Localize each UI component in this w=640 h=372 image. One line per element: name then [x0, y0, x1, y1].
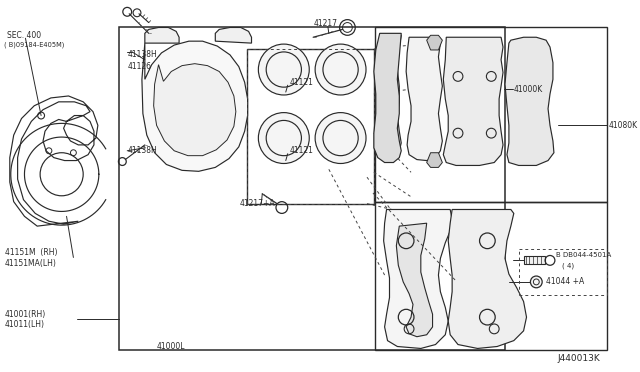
Polygon shape — [505, 37, 554, 166]
Text: 41126: 41126 — [127, 62, 151, 71]
Circle shape — [259, 44, 309, 95]
Bar — [120, 28, 505, 350]
Text: 41138H: 41138H — [127, 50, 157, 60]
Text: 41151M  (RH): 41151M (RH) — [5, 248, 58, 257]
Bar — [524, 256, 545, 264]
Polygon shape — [427, 35, 442, 50]
Circle shape — [315, 44, 366, 95]
Text: 41151MA(LH): 41151MA(LH) — [5, 259, 57, 268]
Circle shape — [531, 276, 542, 288]
Polygon shape — [142, 41, 248, 171]
Polygon shape — [444, 37, 503, 166]
Text: 41080K: 41080K — [609, 121, 638, 130]
Text: 41000K: 41000K — [514, 84, 543, 94]
Bar — [375, 28, 607, 202]
Text: 41000L: 41000L — [157, 342, 185, 351]
Text: 41217: 41217 — [313, 19, 337, 28]
Text: B DB044-4501A: B DB044-4501A — [556, 251, 611, 257]
Text: 41044 +A: 41044 +A — [546, 278, 584, 286]
Polygon shape — [383, 209, 452, 349]
Polygon shape — [374, 33, 401, 163]
Text: 41001(RH): 41001(RH) — [5, 310, 46, 319]
Text: 41217+A: 41217+A — [240, 199, 275, 208]
Bar — [246, 49, 374, 203]
Circle shape — [315, 113, 366, 163]
Text: J440013K: J440013K — [558, 354, 600, 363]
Polygon shape — [154, 64, 236, 155]
Polygon shape — [215, 28, 252, 43]
Polygon shape — [396, 223, 433, 337]
Bar — [375, 202, 607, 350]
Polygon shape — [380, 35, 401, 153]
Polygon shape — [145, 28, 179, 43]
Text: ( B)09184-E405M): ( B)09184-E405M) — [4, 42, 64, 48]
Circle shape — [259, 113, 309, 163]
Polygon shape — [448, 209, 527, 349]
Text: 41011(LH): 41011(LH) — [5, 320, 45, 330]
Text: SEC. 400: SEC. 400 — [7, 31, 41, 40]
Polygon shape — [427, 153, 442, 167]
Text: 41121: 41121 — [290, 146, 314, 155]
Text: 41121: 41121 — [290, 78, 314, 87]
Text: ( 4): ( 4) — [562, 262, 574, 269]
Polygon shape — [406, 37, 442, 161]
Text: 41138H: 41138H — [127, 146, 157, 155]
